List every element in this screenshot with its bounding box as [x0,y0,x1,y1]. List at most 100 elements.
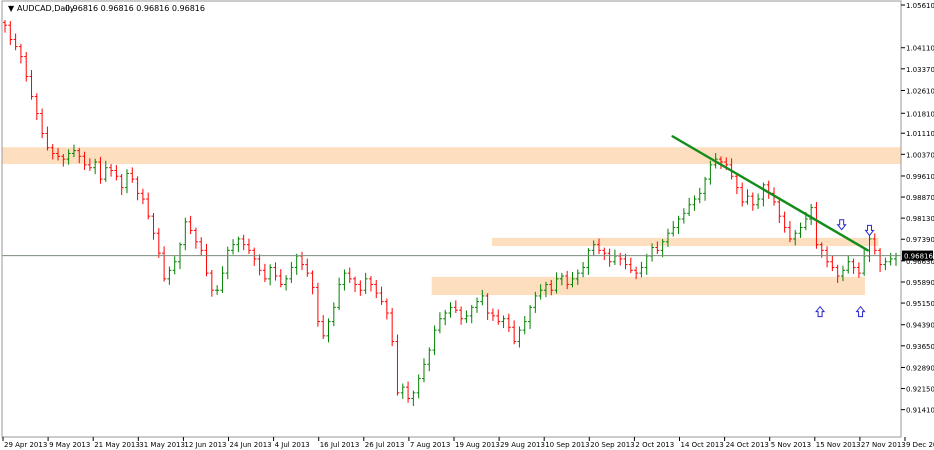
ohlc-bar [432,325,437,356]
ohlc-bar [315,282,320,327]
ohlc-bar [427,347,432,372]
ohlc-bar [443,309,448,326]
ohlc-bar [87,158,92,171]
ohlc-bar [793,230,798,246]
ohlc-bar [496,309,501,325]
ohlc-bar [814,202,819,249]
ohlc-bar [151,212,156,240]
y-tick-label: 0.93650 [906,343,934,351]
ohlc-bar [220,266,225,293]
ohlc-bar [294,253,299,275]
ohlc-bar [782,211,787,233]
ohlc-bar [82,151,87,170]
ohlc-bar [204,243,209,277]
ohlc-bar [787,221,792,243]
ohlc-bar [480,289,485,306]
ohlc-bar [888,252,893,266]
arrow-up-icon [815,305,826,318]
chart-menu-icon[interactable]: ▼ [8,4,15,13]
ohlc-bar [3,20,7,33]
ohlc-bar [146,192,151,220]
y-tick-label: 1.01810 [906,110,934,118]
ohlc-bar [56,147,61,161]
ohlc-bar [559,272,564,286]
y-tick-label: 1.01110 [906,130,934,138]
arrow-down-icon [836,219,847,231]
ohlc-bar [570,271,575,288]
ohlc-bar [236,236,241,253]
ohlc-bar [199,237,204,256]
ohlc-bar [421,358,426,383]
ohlc-bar [215,285,220,295]
ohlc-bar [506,313,511,332]
ohlc-bar [840,265,845,282]
ohlc-bar [98,156,103,184]
ohlc-bar [326,318,331,343]
ohlc-bar [623,253,628,270]
ohlc-bar [225,246,230,280]
ohlc-bar [29,70,34,100]
ohlc-bar [766,180,771,199]
ohlc-bar [321,315,326,340]
ohlc-bar [262,263,267,283]
ohlc-bar [501,315,506,329]
ohlc-bar [872,233,877,255]
ohlc-bar [745,189,750,205]
ohlc-bar [517,326,522,348]
ohlc-bar [681,208,686,224]
y-tick-label: 0.98870 [906,194,934,202]
ohlc-bar [549,279,554,296]
x-tick-label: 24 Oct 2013 [726,441,769,449]
arrow-down-icon [864,224,875,237]
last-price-label: 0.96816 [904,253,933,261]
ohlc-bar [575,269,580,285]
ohlc-bar [740,182,745,207]
ohlc-bar [862,249,867,276]
ohlc-bar [522,316,527,335]
ohlc-bar [448,302,453,318]
chart-symbol-label: AUDCAD,Daily [17,4,75,13]
ohlc-bar [130,167,135,183]
last-price-box: 0.96816 [902,250,933,261]
ohlc-bar [469,305,474,324]
y-tick-label: 0.95150 [906,300,934,308]
ohlc-bar [485,293,490,320]
ohlc-bar [671,221,676,237]
ohlc-bar [718,156,723,169]
x-tick-label: 20 Sep 2013 [590,441,634,449]
ohlc-bar [363,272,368,294]
ohlc-bar [77,147,82,164]
ohlc-bar [183,217,188,251]
ohlc-bar [644,253,649,275]
ohlc-bar [835,264,840,283]
ohlc-bar [268,264,273,286]
ohlc-bar [331,302,336,327]
x-tick-label: 24 Jun 2013 [230,441,272,449]
ohlc-bar [140,188,145,205]
ohlc-bar [761,182,766,207]
x-tick-label: 19 Aug 2013 [455,441,500,449]
plot-frame [1,0,902,438]
ohlc-bar [660,239,665,258]
ohlc-bar [475,297,480,313]
ohlc-bar [591,240,596,256]
ohlc-bar [565,270,570,290]
ohlc-bar [437,312,442,334]
x-tick-label: 12 Jun 2013 [184,441,226,449]
y-tick-label: 0.98130 [906,215,934,223]
zone-band [431,276,866,296]
ohlc-bar [756,193,761,209]
x-tick-label: 21 May 2013 [94,441,140,449]
ohlc-bar [34,93,39,121]
ohlc-bar [18,43,23,64]
ohlc-bar [135,176,140,201]
ohlc-bar [703,176,708,201]
ohlc-bar [305,258,310,277]
ohlc-bar [639,261,644,278]
ohlc-bar [162,246,167,282]
ohlc-bar [655,241,660,255]
x-tick-label: 16 Jul 2013 [320,441,360,449]
ohlc-bar [634,266,639,280]
